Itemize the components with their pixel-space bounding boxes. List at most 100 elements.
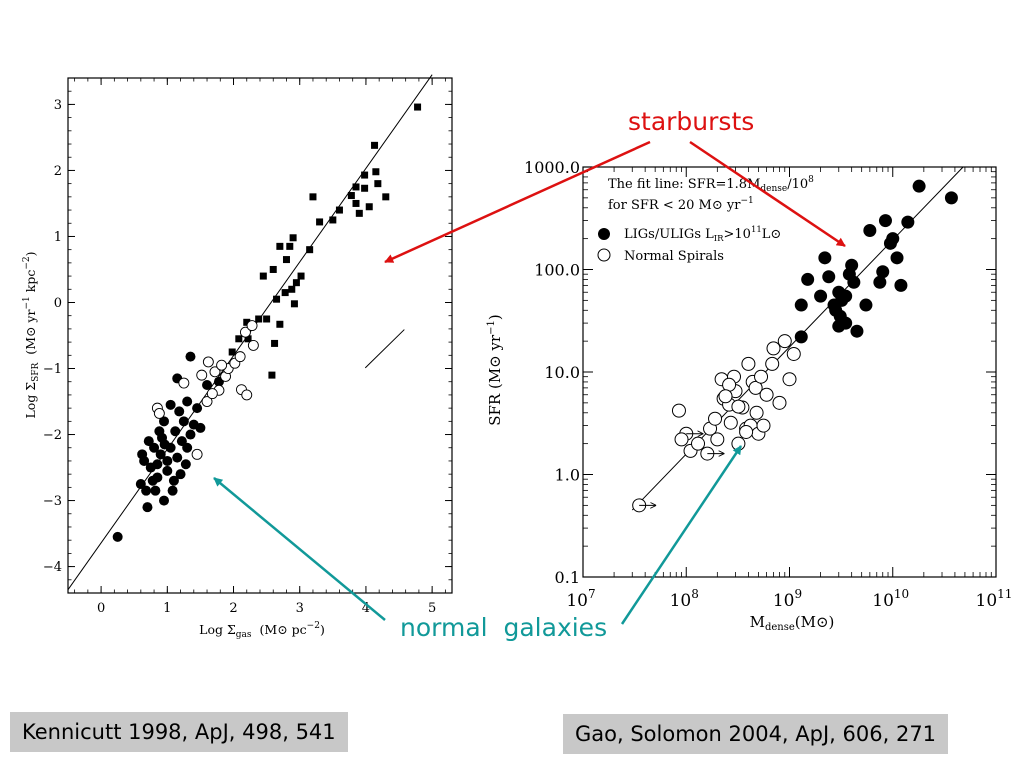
starburst-square-point (263, 315, 271, 323)
starburst-square-point (329, 216, 337, 224)
normal-spiral-point (708, 411, 723, 426)
starburst-square-point (352, 199, 360, 207)
starburst-square-point (276, 242, 284, 250)
lig-ulig-point (818, 251, 832, 265)
left-ytick-label: 3 (54, 98, 62, 113)
right-ytick-label: 100.0 (534, 261, 580, 280)
normal-spiral-point (723, 415, 738, 430)
lig-ulig-point (873, 275, 887, 289)
starburst-square-point (414, 103, 422, 111)
normal-filled-point (162, 465, 173, 476)
left-xtick-label: 2 (229, 601, 237, 616)
lig-ulig-point (894, 278, 908, 292)
lig-ulig-point (833, 309, 847, 323)
normal-spiral-point (748, 380, 763, 395)
annotations: starbursts normal galaxies (213, 107, 846, 642)
normal-open-point (209, 366, 221, 378)
right-axis-ticks: 107 108 109 1010 1011 0.1 1.0 10.0 100.0 1000.0 (524, 158, 1012, 611)
citation-left: Kennicutt 1998, ApJ, 498, 541 (10, 712, 348, 752)
left-xtick-label: 3 (296, 601, 304, 616)
normal-open-point (246, 320, 258, 332)
lig-ulig-point (832, 319, 846, 333)
lig-ulig-point (859, 298, 873, 312)
normal-filled-point (180, 459, 191, 470)
right-ylabel: SFR (M⊙ yr−1) (486, 314, 504, 426)
normal-filled-point (195, 422, 206, 433)
starburst-square-point (290, 300, 298, 308)
starburst-square-point (355, 209, 363, 217)
starburst-square-point (269, 265, 277, 273)
left-ytick-label: 0 (54, 296, 62, 311)
normal-open-point (247, 339, 259, 351)
starburst-square-point (347, 192, 355, 200)
normal-filled-point (165, 399, 176, 410)
starburst-square-point (244, 335, 252, 343)
normal-spiral-point (765, 356, 780, 371)
starburst-arrow-left (384, 140, 651, 264)
normal-filled-point (142, 502, 153, 513)
normal-filled-point (137, 449, 148, 460)
left-ytick-label: −2 (43, 428, 62, 443)
starburst-square-point (372, 168, 380, 176)
starburst-square-point (282, 256, 290, 264)
legend-label-spirals: Normal Spirals (624, 249, 724, 264)
lig-ulig-point (901, 215, 915, 229)
right-xtick-label: 107 (566, 587, 595, 611)
normal-filled-point (152, 459, 163, 470)
legend-label-ligs: LIGs/ULIGs LIR>1011L⊙ (624, 225, 781, 244)
left-xlabel: Log Σgas (M⊙ pc−2) (199, 621, 325, 640)
normal-spiral-point (756, 418, 771, 433)
normal-filled-point (175, 469, 186, 480)
left-ytick-label: 1 (54, 230, 62, 245)
starburst-square-point (382, 193, 390, 201)
left-ytick-label: 2 (54, 164, 62, 179)
starburst-square-point (374, 180, 382, 188)
normal-filled-point (155, 449, 166, 460)
starburst-square-point (371, 141, 379, 149)
starburst-square-point (288, 285, 296, 293)
left-ytick-label: −1 (43, 362, 62, 377)
right-ytick-label: 1000.0 (524, 158, 580, 177)
lig-ulig-point (814, 289, 828, 303)
normal-open-point (201, 396, 213, 407)
starburst-square-point (316, 218, 324, 226)
normal-open-point (234, 351, 246, 363)
normal-filled-point (185, 351, 196, 362)
left-xtick-label: 5 (428, 601, 436, 616)
normal-open-point (153, 407, 165, 419)
normal-open-point (239, 326, 251, 338)
starburst-square-point (309, 193, 317, 201)
starburst-square-point (255, 315, 263, 323)
normal-filled-point (143, 436, 154, 447)
gao-solomon-chart: 107 108 109 1010 1011 0.1 1.0 10.0 100.0 1000.0 T… (486, 158, 1012, 633)
left-ylabel: Log ΣSFR(M⊙ yr−1 kpc−2) (22, 251, 41, 418)
starburst-square-point (335, 206, 343, 214)
normal-filled-point (147, 475, 158, 486)
starburst-square-point (273, 295, 281, 303)
lig-ulig-point (801, 272, 815, 286)
left-xtick-label: 1 (163, 601, 171, 616)
normal-spiral-point (782, 372, 797, 387)
normal-open-point (178, 377, 190, 389)
left-xtick-label: 4 (362, 601, 370, 616)
normal-spiral-point (691, 436, 706, 451)
lig-ulig-point (850, 324, 864, 338)
fit-text-line1: The fit line: SFR=1.8Mdense/108 (608, 175, 814, 194)
starburst-arrow-right (689, 140, 846, 248)
right-ytick-label: 10.0 (544, 363, 580, 382)
lig-ulig-point (878, 214, 892, 228)
lig-ulig-point (827, 298, 841, 312)
lig-ulig-point (912, 179, 926, 193)
starburst-square-point (271, 339, 279, 347)
normal-spiral-point (674, 432, 689, 447)
normal-spiral-point (772, 395, 787, 410)
normal-filled-point (154, 426, 165, 437)
lig-ulig-point (822, 270, 836, 284)
normal-filled-point (178, 416, 189, 427)
starburst-square-point (292, 279, 300, 287)
starburst-square-point (259, 272, 267, 280)
normal-open-point (202, 356, 214, 368)
starburst-square-point (352, 183, 360, 191)
normal-filled-point (182, 396, 193, 407)
